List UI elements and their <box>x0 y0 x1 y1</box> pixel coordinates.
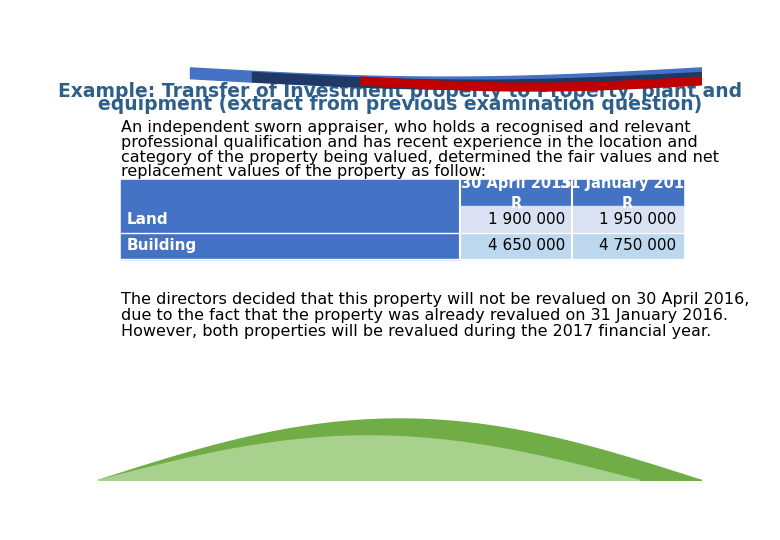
Polygon shape <box>98 419 702 481</box>
Text: 4 750 000: 4 750 000 <box>599 238 676 253</box>
Text: 1 900 000: 1 900 000 <box>488 212 566 227</box>
Bar <box>572 233 682 259</box>
Polygon shape <box>98 436 640 481</box>
Bar <box>460 206 572 233</box>
Bar <box>460 233 572 259</box>
Text: Example: Transfer of Investment property to Property, plant and: Example: Transfer of Investment property… <box>58 82 742 102</box>
Bar <box>121 180 682 206</box>
Text: professional qualification and has recent experience in the location and: professional qualification and has recen… <box>121 135 697 150</box>
Bar <box>121 233 460 259</box>
Text: due to the fact that the property was already revalued on 31 January 2016.: due to the fact that the property was al… <box>121 308 728 322</box>
Bar <box>572 206 682 233</box>
Text: However, both properties will be revalued during the 2017 financial year.: However, both properties will be revalue… <box>121 325 711 340</box>
Text: 4 650 000: 4 650 000 <box>488 238 566 253</box>
Text: 1 950 000: 1 950 000 <box>599 212 676 227</box>
Polygon shape <box>190 68 702 88</box>
Polygon shape <box>361 77 702 91</box>
Text: Building: Building <box>127 238 197 253</box>
Text: category of the property being valued, determined the fair values and net: category of the property being valued, d… <box>121 150 718 165</box>
Text: An independent sworn appraiser, who holds a recognised and relevant: An independent sworn appraiser, who hold… <box>121 120 690 136</box>
Text: The directors decided that this property will not be revalued on 30 April 2016,: The directors decided that this property… <box>121 292 749 307</box>
Bar <box>121 206 460 233</box>
Text: replacement values of the property as follow:: replacement values of the property as fo… <box>121 164 486 179</box>
Polygon shape <box>253 72 702 90</box>
Text: Land: Land <box>127 212 168 227</box>
Text: equipment (extract from previous examination question): equipment (extract from previous examina… <box>98 96 702 114</box>
Text: 30 April 2015
R: 30 April 2015 R <box>461 176 571 211</box>
Text: 31 January 2016
R: 31 January 2016 R <box>560 176 694 211</box>
